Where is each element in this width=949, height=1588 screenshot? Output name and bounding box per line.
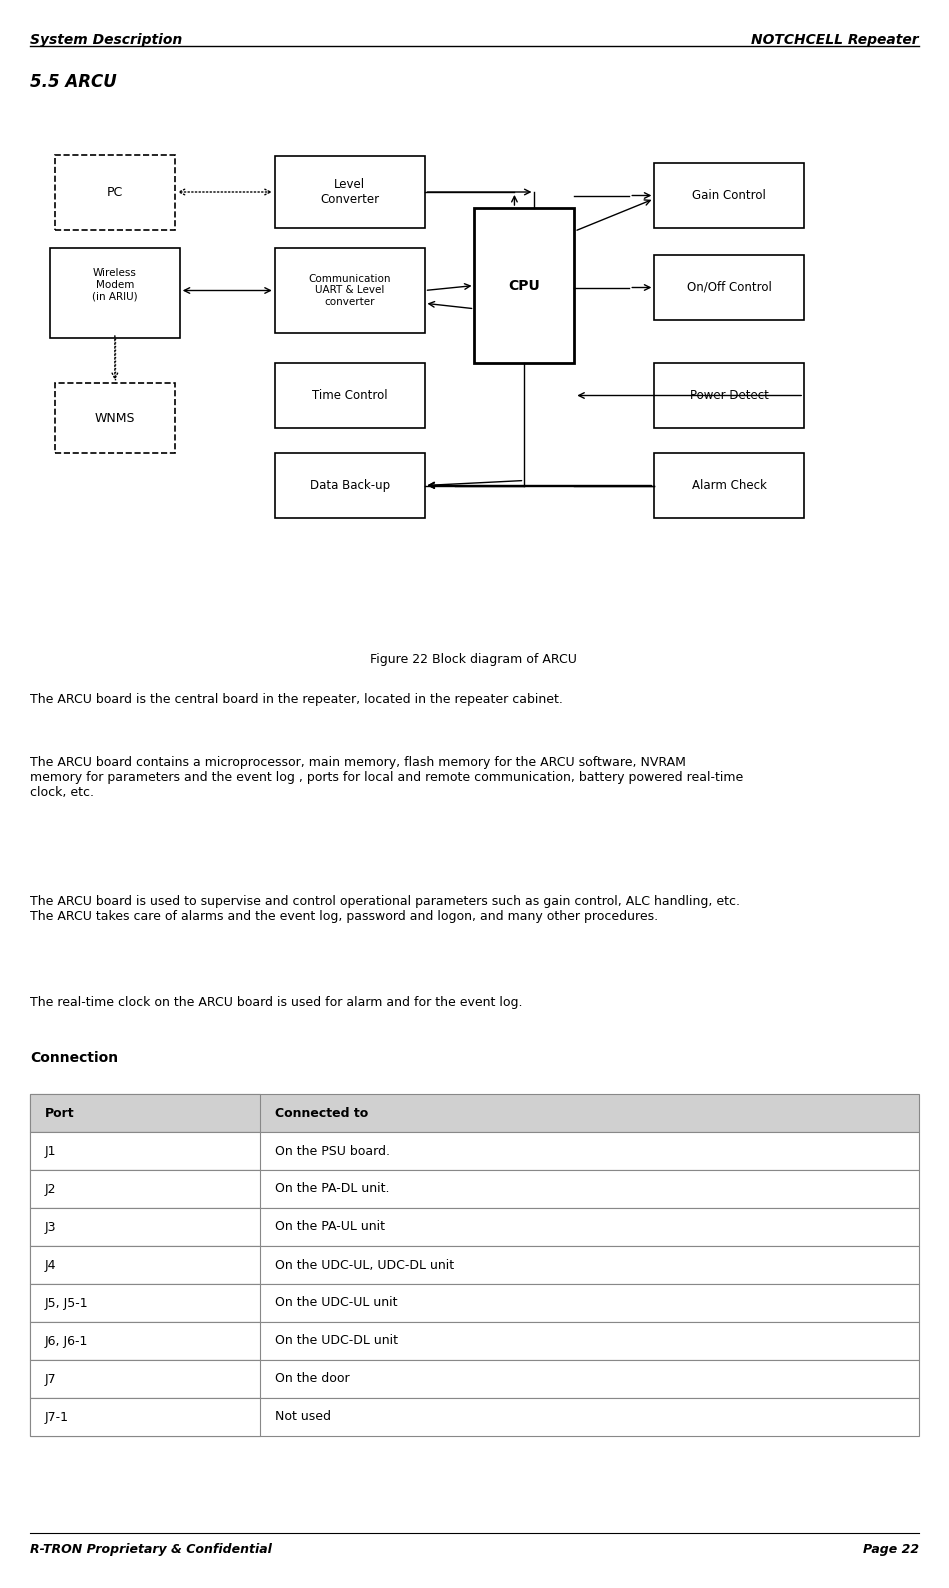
Text: 5.5 ARCU: 5.5 ARCU <box>30 73 117 91</box>
FancyBboxPatch shape <box>30 1094 919 1132</box>
FancyBboxPatch shape <box>30 1132 919 1170</box>
Text: CPU: CPU <box>509 278 540 292</box>
Text: The real-time clock on the ARCU board is used for alarm and for the event log.: The real-time clock on the ARCU board is… <box>30 996 523 1008</box>
FancyBboxPatch shape <box>30 1321 260 1359</box>
Text: On the UDC-UL unit: On the UDC-UL unit <box>274 1296 398 1310</box>
Text: Power Detect: Power Detect <box>690 389 769 402</box>
Text: NOTCHCELL Repeater: NOTCHCELL Repeater <box>752 33 919 48</box>
Text: Connected to: Connected to <box>274 1107 368 1120</box>
FancyBboxPatch shape <box>474 208 574 364</box>
Text: The ARCU board contains a microprocessor, main memory, flash memory for the ARCU: The ARCU board contains a microprocessor… <box>30 756 743 799</box>
Text: Alarm Check: Alarm Check <box>692 480 767 492</box>
FancyBboxPatch shape <box>274 364 424 429</box>
Text: On the PA-DL unit.: On the PA-DL unit. <box>274 1183 389 1196</box>
FancyBboxPatch shape <box>55 156 175 230</box>
Text: J5, J5-1: J5, J5-1 <box>45 1296 88 1310</box>
Text: Connection: Connection <box>30 1051 118 1066</box>
Text: J1: J1 <box>45 1145 56 1158</box>
FancyBboxPatch shape <box>30 1285 260 1321</box>
FancyBboxPatch shape <box>654 453 804 518</box>
Text: J7-1: J7-1 <box>45 1410 69 1423</box>
Text: Page 22: Page 22 <box>863 1544 919 1556</box>
FancyBboxPatch shape <box>274 248 424 333</box>
FancyBboxPatch shape <box>30 1285 919 1321</box>
FancyBboxPatch shape <box>30 1397 919 1436</box>
Text: On the UDC-DL unit: On the UDC-DL unit <box>274 1334 398 1348</box>
FancyBboxPatch shape <box>30 1132 260 1170</box>
Text: Not used: Not used <box>274 1410 330 1423</box>
Text: Data Back-up: Data Back-up <box>309 480 390 492</box>
FancyBboxPatch shape <box>274 156 424 229</box>
Text: On the UDC-UL, UDC-DL unit: On the UDC-UL, UDC-DL unit <box>274 1259 454 1272</box>
Text: Port: Port <box>45 1107 75 1120</box>
FancyBboxPatch shape <box>30 1359 260 1397</box>
Text: The ARCU board is used to supervise and control operational parameters such as g: The ARCU board is used to supervise and … <box>30 896 740 923</box>
FancyBboxPatch shape <box>30 1247 260 1285</box>
Text: Gain Control: Gain Control <box>692 189 766 202</box>
Text: On the door: On the door <box>274 1372 349 1385</box>
FancyBboxPatch shape <box>50 248 179 338</box>
FancyBboxPatch shape <box>654 256 804 321</box>
Text: Wireless
Modem
(in ARIU): Wireless Modem (in ARIU) <box>92 268 138 302</box>
FancyBboxPatch shape <box>30 1208 919 1247</box>
Text: Time Control: Time Control <box>312 389 387 402</box>
Text: J2: J2 <box>45 1183 56 1196</box>
FancyBboxPatch shape <box>55 383 175 453</box>
FancyBboxPatch shape <box>30 1359 919 1397</box>
Text: R-TRON Proprietary & Confidential: R-TRON Proprietary & Confidential <box>30 1544 271 1556</box>
Text: Level
Converter: Level Converter <box>320 178 380 206</box>
FancyBboxPatch shape <box>30 1208 260 1247</box>
Text: J7: J7 <box>45 1372 57 1385</box>
Text: System Description: System Description <box>30 33 182 48</box>
FancyBboxPatch shape <box>30 1247 919 1285</box>
FancyBboxPatch shape <box>30 1170 919 1208</box>
Text: The ARCU board is the central board in the repeater, located in the repeater cab: The ARCU board is the central board in t… <box>30 692 563 707</box>
Text: On/Off Control: On/Off Control <box>687 281 772 294</box>
FancyBboxPatch shape <box>654 364 804 429</box>
FancyBboxPatch shape <box>274 453 424 518</box>
FancyBboxPatch shape <box>30 1397 260 1436</box>
FancyBboxPatch shape <box>30 1094 260 1132</box>
Text: WNMS: WNMS <box>95 411 135 424</box>
Text: J6, J6-1: J6, J6-1 <box>45 1334 88 1348</box>
Text: J4: J4 <box>45 1259 56 1272</box>
FancyBboxPatch shape <box>654 164 804 229</box>
Text: On the PSU board.: On the PSU board. <box>274 1145 390 1158</box>
Text: Communication
UART & Level
converter: Communication UART & Level converter <box>308 273 391 306</box>
Text: Figure 22 Block diagram of ARCU: Figure 22 Block diagram of ARCU <box>370 653 577 665</box>
FancyBboxPatch shape <box>30 1170 260 1208</box>
FancyBboxPatch shape <box>30 1321 919 1359</box>
Text: J3: J3 <box>45 1221 56 1234</box>
Text: On the PA-UL unit: On the PA-UL unit <box>274 1221 384 1234</box>
Text: PC: PC <box>106 186 123 198</box>
